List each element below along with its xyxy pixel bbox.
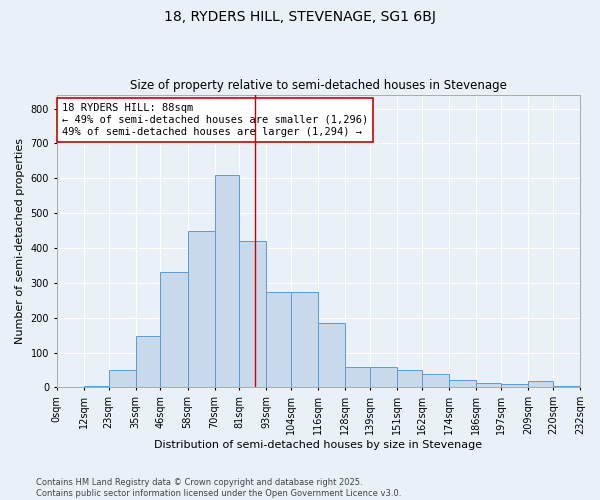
Bar	[397, 370, 422, 388]
Bar	[346, 366, 370, 388]
Y-axis label: Number of semi-detached properties: Number of semi-detached properties	[15, 138, 25, 344]
Bar	[370, 366, 397, 388]
Bar	[109, 370, 136, 388]
Bar	[215, 176, 239, 388]
Bar	[188, 230, 215, 388]
Bar	[476, 383, 501, 388]
Bar	[56, 386, 84, 388]
Bar	[136, 336, 160, 388]
Bar	[266, 292, 291, 388]
Bar	[319, 323, 346, 388]
Bar	[501, 384, 528, 388]
X-axis label: Distribution of semi-detached houses by size in Stevenage: Distribution of semi-detached houses by …	[154, 440, 482, 450]
Bar	[528, 381, 553, 388]
Bar	[553, 386, 580, 388]
Bar	[422, 374, 449, 388]
Bar	[239, 241, 266, 388]
Bar	[449, 380, 476, 388]
Title: Size of property relative to semi-detached houses in Stevenage: Size of property relative to semi-detach…	[130, 79, 507, 92]
Text: 18 RYDERS HILL: 88sqm
← 49% of semi-detached houses are smaller (1,296)
49% of s: 18 RYDERS HILL: 88sqm ← 49% of semi-deta…	[62, 104, 368, 136]
Text: Contains HM Land Registry data © Crown copyright and database right 2025.
Contai: Contains HM Land Registry data © Crown c…	[36, 478, 401, 498]
Bar	[291, 292, 319, 388]
Bar	[84, 386, 109, 388]
Text: 18, RYDERS HILL, STEVENAGE, SG1 6BJ: 18, RYDERS HILL, STEVENAGE, SG1 6BJ	[164, 10, 436, 24]
Bar	[160, 272, 188, 388]
